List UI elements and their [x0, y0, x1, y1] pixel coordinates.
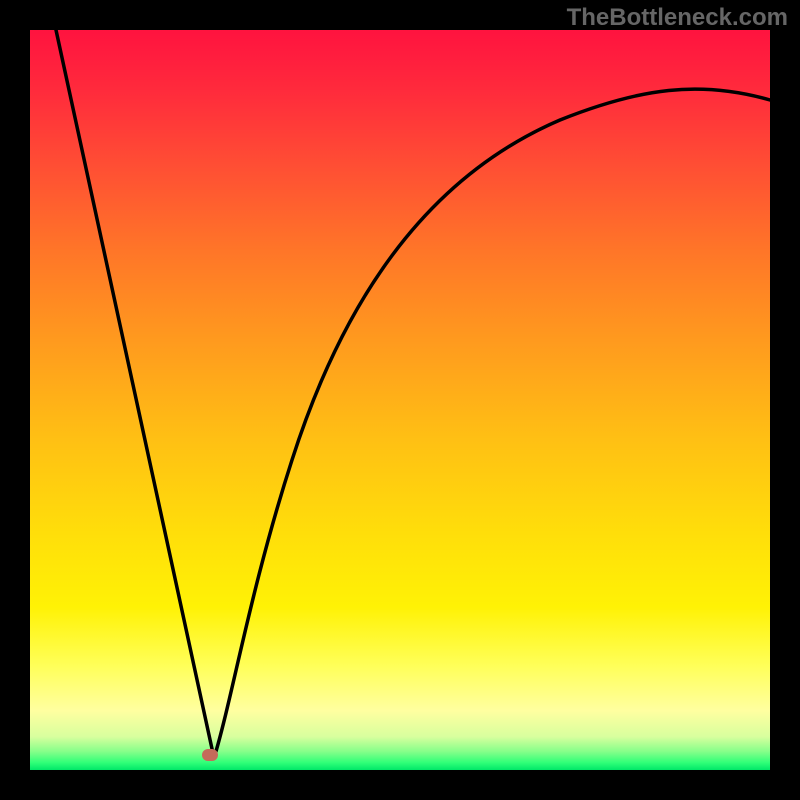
- watermark-text: TheBottleneck.com: [567, 4, 788, 32]
- minimum-marker: [202, 749, 218, 761]
- plot-background: [30, 30, 770, 770]
- chart-container: TheBottleneck.com: [0, 0, 800, 800]
- chart-svg: [0, 0, 800, 800]
